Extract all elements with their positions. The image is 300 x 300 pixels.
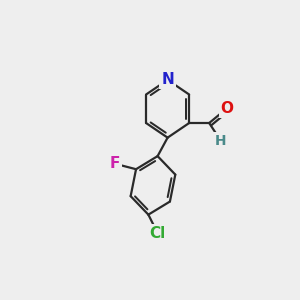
Text: F: F xyxy=(110,156,120,171)
Text: N: N xyxy=(161,72,174,87)
Text: H: H xyxy=(215,134,226,148)
Text: Cl: Cl xyxy=(149,226,166,241)
Text: O: O xyxy=(220,101,233,116)
